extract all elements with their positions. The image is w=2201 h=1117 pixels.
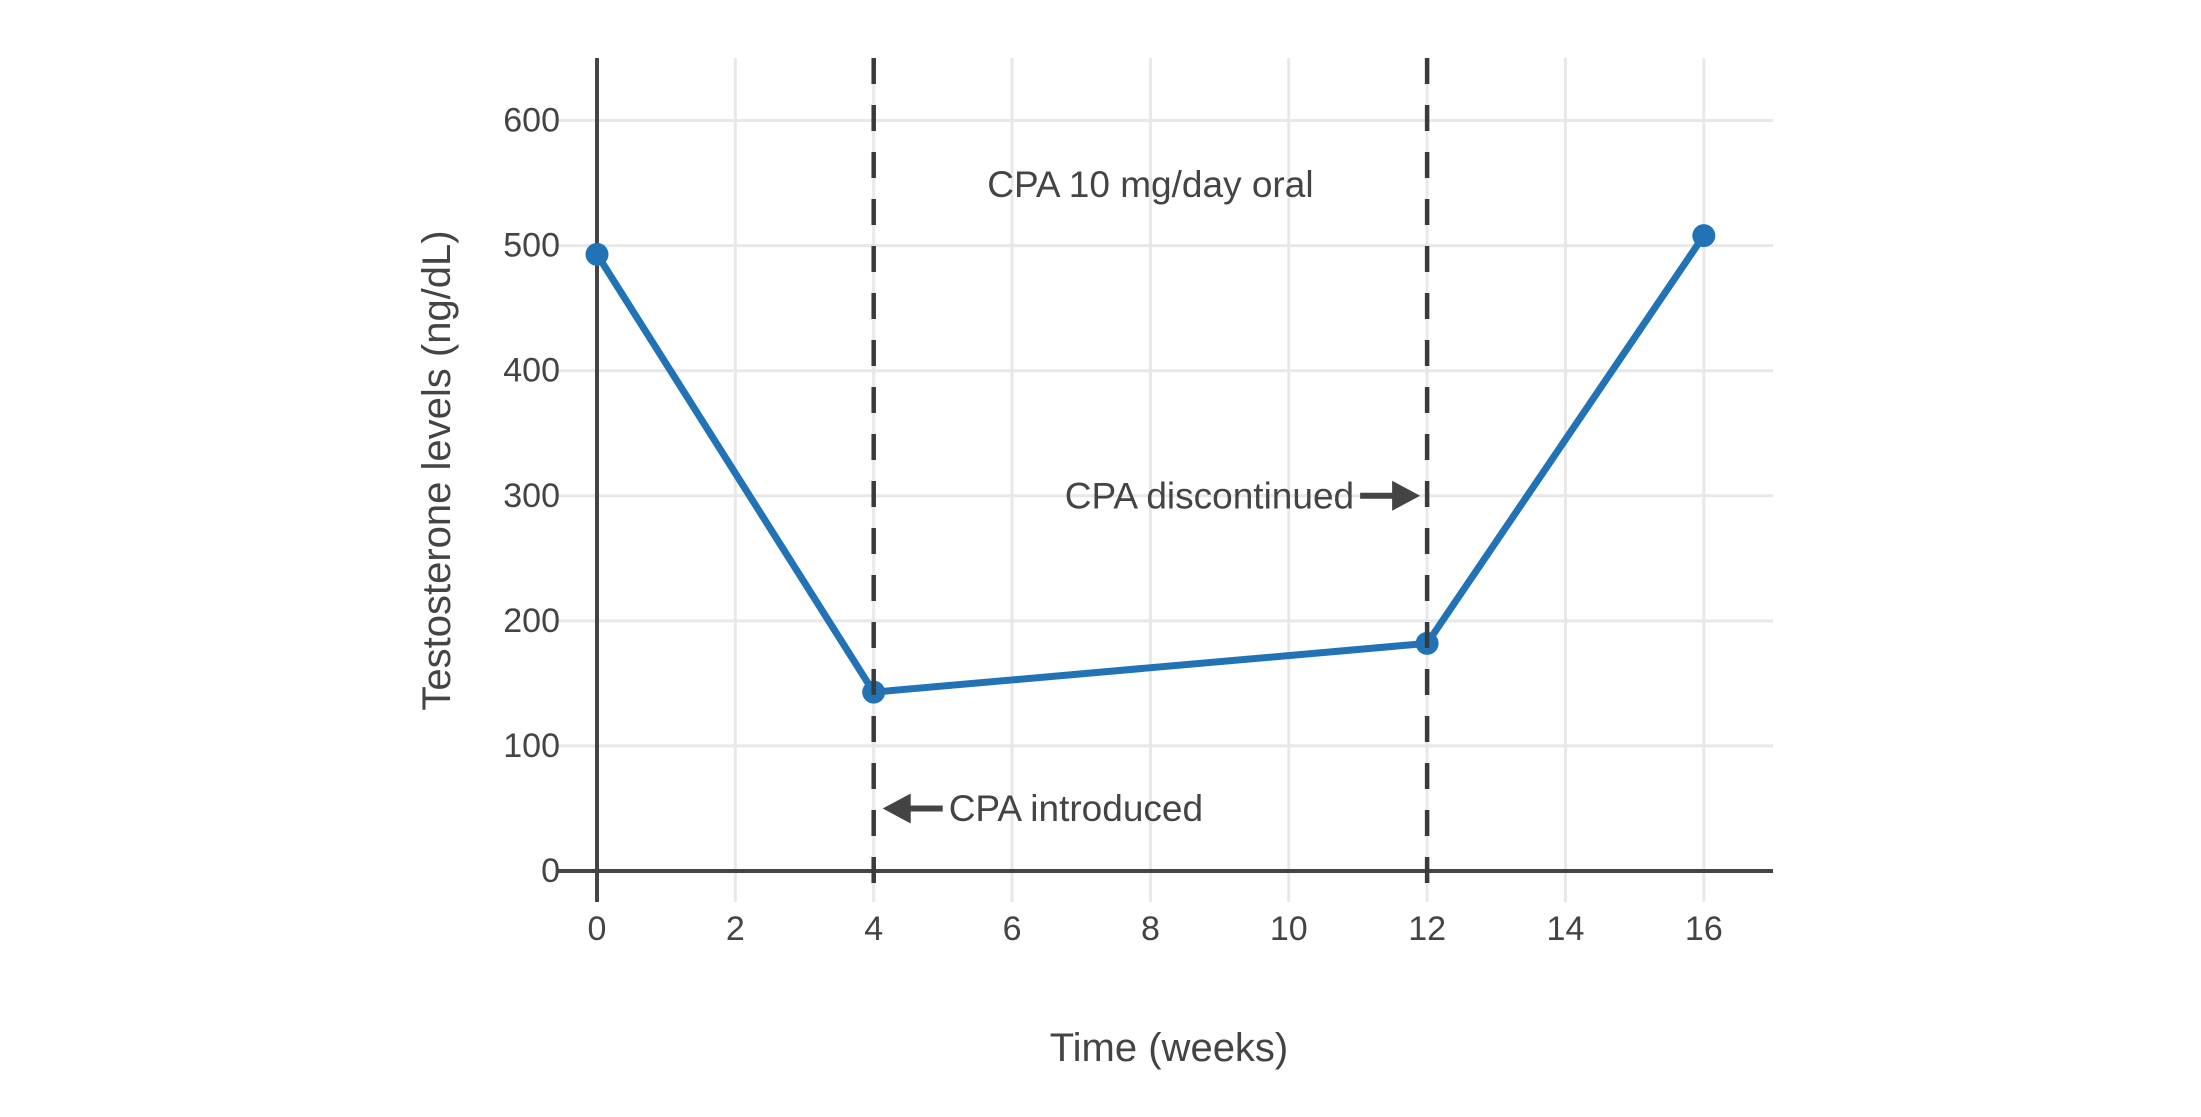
right-arrow-icon (1392, 480, 1421, 511)
annotations: CPA 10 mg/day oral CPA discontinued CPA in… (882, 164, 1421, 829)
x-axis-title: Time (weeks) (1050, 1026, 1289, 1070)
y-axis-title: Testosterone levels (ng/dL) (415, 230, 459, 710)
x-tick-label: 2 (726, 910, 745, 948)
cpa-introduced-label: CPA introduced (949, 788, 1203, 829)
x-tick-label: 0 (588, 910, 607, 948)
y-tick-label: 0 (541, 852, 560, 890)
data-point-marker (1692, 224, 1716, 248)
left-arrow-icon (882, 793, 911, 824)
x-tick-label: 8 (1141, 910, 1160, 948)
cpa-discontinued-label: CPA discontinued (1065, 475, 1354, 516)
x-tick-label: 6 (1003, 910, 1022, 948)
x-tick-label: 14 (1547, 910, 1585, 948)
x-tick-label: 12 (1408, 910, 1446, 948)
y-tick-label: 300 (503, 477, 560, 515)
y-tick-label: 200 (503, 602, 560, 640)
x-tick-label: 16 (1685, 910, 1723, 948)
axes (595, 58, 1773, 873)
y-tick-label: 600 (503, 102, 560, 140)
tick-labels: 0 2 4 6 8 10 12 14 16 0 100 200 300 400 500 600 (503, 102, 1722, 948)
data-point-marker (585, 242, 609, 266)
x-tick-label: 4 (864, 910, 883, 948)
testosterone-series-line (593, 232, 1708, 696)
cpa-dose-label: CPA 10 mg/day oral (987, 164, 1313, 205)
y-tick-label: 100 (503, 727, 560, 765)
gridlines (597, 58, 1773, 871)
x-tick-label: 10 (1270, 910, 1308, 948)
y-tick-label: 500 (503, 227, 560, 265)
y-tick-label: 400 (503, 352, 560, 390)
